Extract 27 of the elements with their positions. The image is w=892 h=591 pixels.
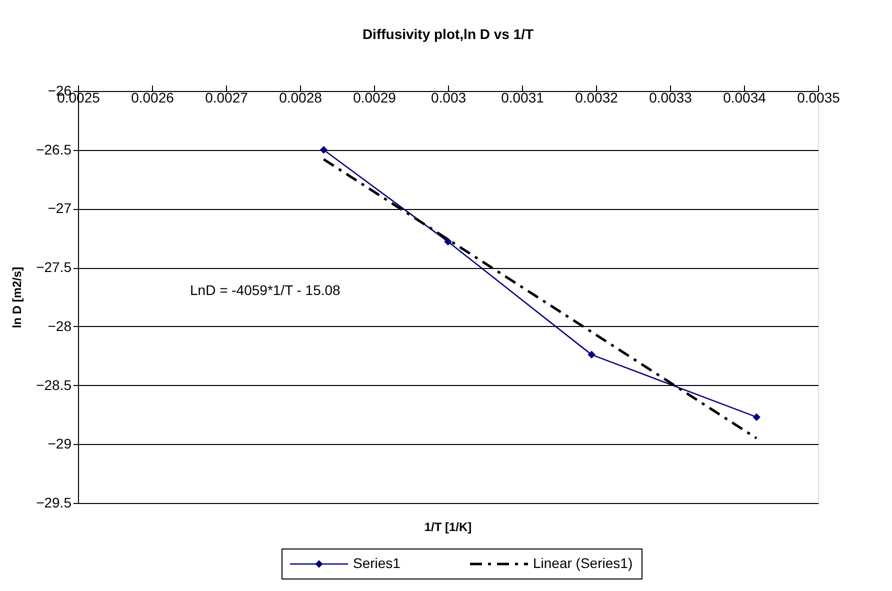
y-axis-title: ln D [m2/s] — [10, 266, 24, 328]
point — [752, 413, 760, 421]
x-tick-label: 0.0031 — [501, 90, 544, 106]
chart-title: Diffusivity plot,ln D vs 1/T — [362, 26, 534, 42]
y-tick-label: −26.5 — [36, 141, 72, 158]
x-tick-label: 0.0029 — [353, 90, 396, 106]
x-tick-label: 0.0034 — [723, 90, 766, 106]
annotation: LnD = -4059*1/T - 15.08 — [190, 282, 341, 298]
y-tick-label: −29.5 — [36, 494, 72, 510]
point — [588, 350, 596, 359]
y-tick-label: −28 — [48, 318, 72, 334]
legend-label: Series1 — [353, 555, 401, 571]
x-tick-label: 0.0027 — [205, 90, 248, 106]
x-tick-label: 0.0028 — [279, 90, 322, 106]
x-axis-title: 1/T [1/K] — [424, 520, 472, 534]
y-tick-label: −28.5 — [36, 376, 72, 393]
x-tick-label: 0.0035 — [797, 90, 840, 106]
x-tick-label: 0.0032 — [575, 90, 618, 106]
y-tick-label: −29 — [48, 436, 72, 452]
point — [444, 238, 452, 246]
x-tick-label: 0.0033 — [649, 90, 692, 106]
x-tick-label: 0.0026 — [131, 90, 174, 106]
y-tick-label: −27 — [48, 200, 72, 216]
x-tick-label: 0.003 — [430, 90, 466, 106]
legend-label: Linear (Series1) — [533, 555, 633, 571]
y-tick-label: −27.5 — [36, 259, 72, 276]
point — [320, 146, 328, 154]
